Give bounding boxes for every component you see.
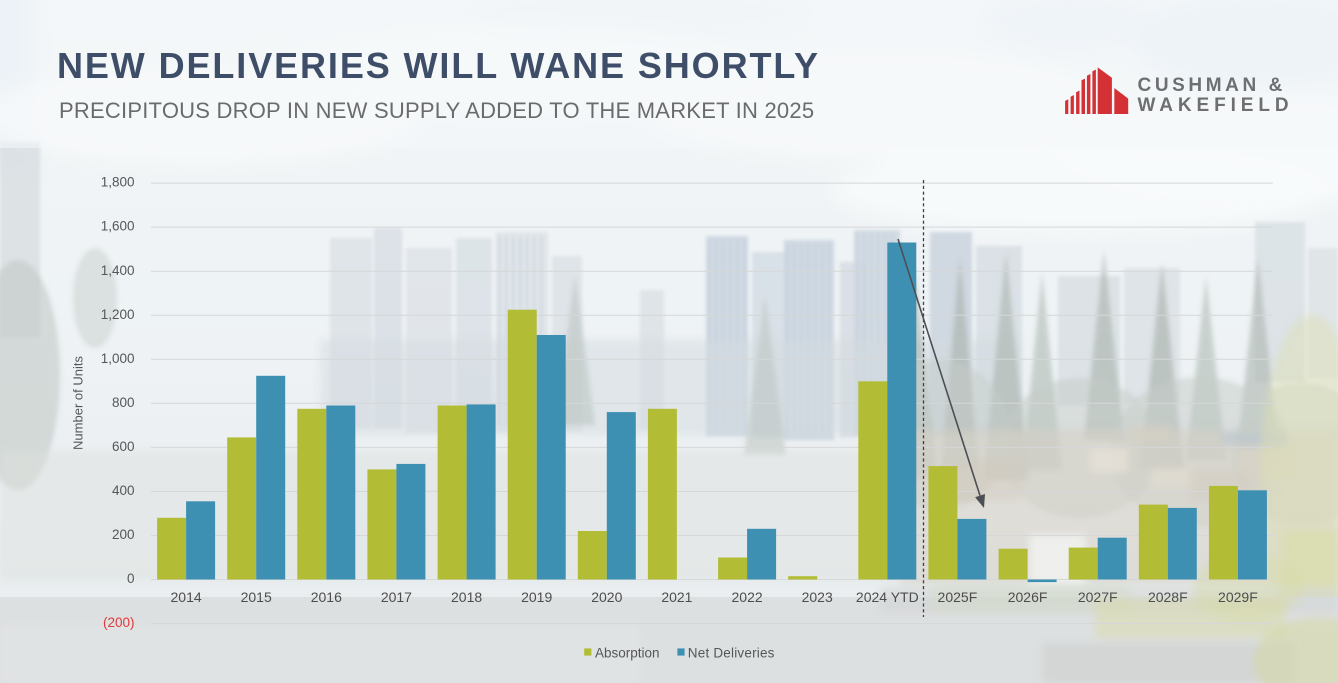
svg-text:2019: 2019: [521, 589, 552, 605]
svg-text:2024 YTD: 2024 YTD: [856, 589, 919, 605]
svg-text:2022: 2022: [732, 589, 763, 605]
svg-text:(200): (200): [103, 615, 135, 630]
svg-text:1,800: 1,800: [101, 175, 135, 190]
svg-text:600: 600: [112, 439, 135, 454]
svg-text:400: 400: [112, 483, 135, 498]
svg-text:2014: 2014: [171, 589, 202, 605]
svg-text:0: 0: [127, 571, 135, 586]
svg-text:200: 200: [112, 527, 135, 542]
svg-text:800: 800: [112, 395, 135, 410]
svg-text:CUSHMAN &: CUSHMAN &: [1138, 75, 1287, 96]
svg-text:2029F: 2029F: [1218, 589, 1258, 605]
svg-text:1,600: 1,600: [101, 219, 135, 234]
svg-text:2020: 2020: [591, 589, 622, 605]
svg-text:Absorption: Absorption: [595, 646, 660, 661]
svg-text:Number of Units: Number of Units: [71, 356, 86, 450]
svg-text:2023: 2023: [802, 589, 833, 605]
svg-text:1,200: 1,200: [101, 307, 135, 322]
svg-text:2016: 2016: [311, 589, 342, 605]
svg-text:2025F: 2025F: [938, 589, 978, 605]
svg-text:2026F: 2026F: [1008, 589, 1048, 605]
svg-text:2027F: 2027F: [1078, 589, 1118, 605]
svg-text:2017: 2017: [381, 589, 412, 605]
svg-text:2021: 2021: [661, 589, 692, 605]
svg-text:2018: 2018: [451, 589, 482, 605]
svg-text:Net Deliveries: Net Deliveries: [688, 646, 775, 661]
svg-text:2028F: 2028F: [1148, 589, 1188, 605]
svg-text:1,400: 1,400: [101, 263, 135, 278]
svg-text:WAKEFIELD: WAKEFIELD: [1138, 95, 1294, 116]
svg-text:2015: 2015: [241, 589, 272, 605]
svg-text:1,000: 1,000: [101, 351, 135, 366]
